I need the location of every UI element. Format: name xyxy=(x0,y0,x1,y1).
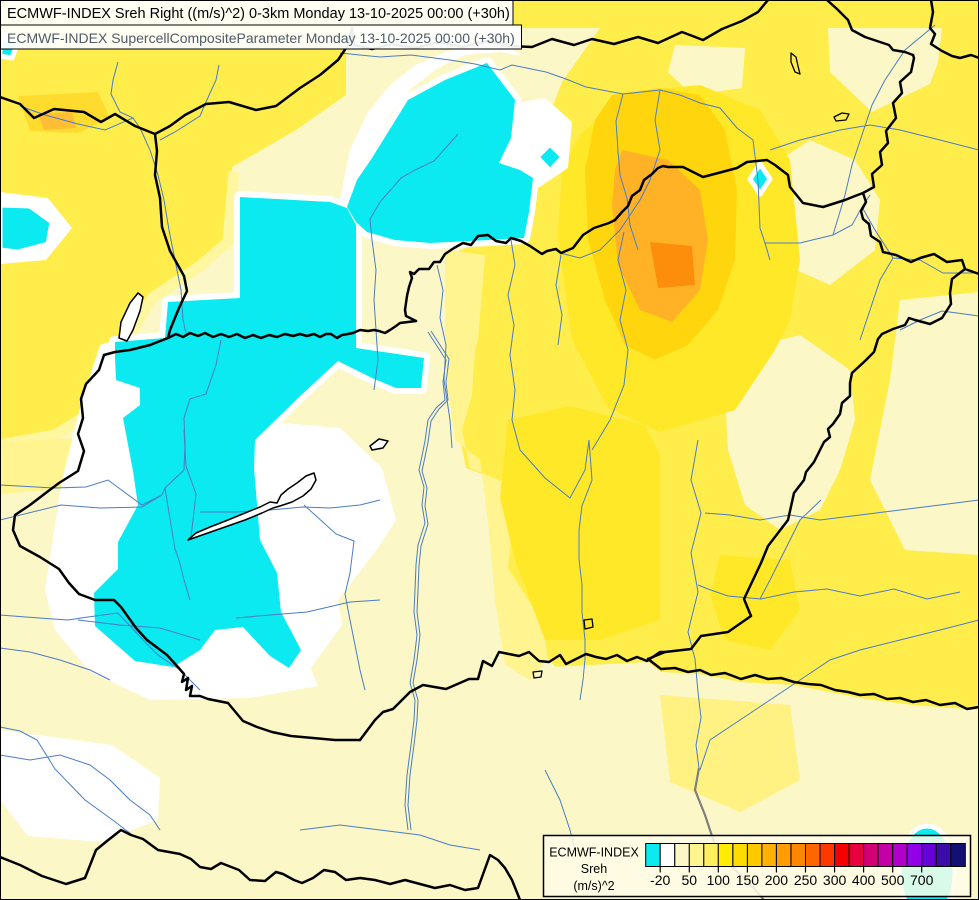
svg-text:250: 250 xyxy=(794,872,818,888)
svg-text:(m/s)^2: (m/s)^2 xyxy=(573,879,614,893)
svg-text:500: 500 xyxy=(881,872,905,888)
svg-text:-20: -20 xyxy=(650,872,670,888)
svg-text:ECMWF-INDEX Sreh Right ((m/s)^: ECMWF-INDEX Sreh Right ((m/s)^2) 0-3km M… xyxy=(7,6,510,22)
svg-text:300: 300 xyxy=(823,872,847,888)
svg-text:50: 50 xyxy=(682,872,698,888)
svg-text:100: 100 xyxy=(707,872,731,888)
svg-text:Sreh: Sreh xyxy=(581,862,607,876)
svg-text:ECMWF-INDEX: ECMWF-INDEX xyxy=(549,846,639,860)
svg-text:400: 400 xyxy=(852,872,876,888)
svg-text:700: 700 xyxy=(910,872,934,888)
svg-text:200: 200 xyxy=(765,872,789,888)
svg-text:150: 150 xyxy=(736,872,760,888)
svg-text:ECMWF-INDEX SupercellComposite: ECMWF-INDEX SupercellCompositeParameter … xyxy=(7,30,515,46)
